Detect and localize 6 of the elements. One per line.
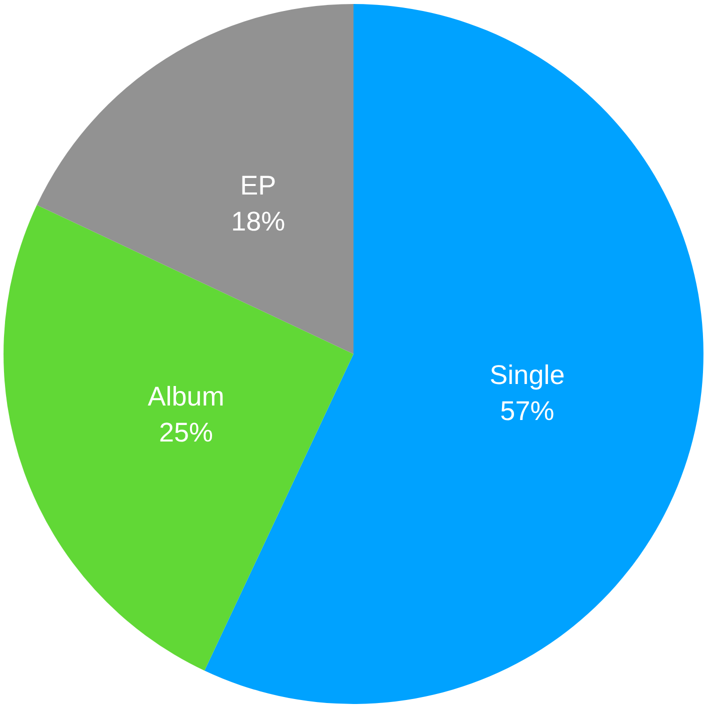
- slice-label: Single: [490, 360, 565, 390]
- data-label: 18%: [231, 206, 286, 237]
- data-label: 57%: [500, 396, 554, 426]
- slice-label: Album: [148, 381, 224, 412]
- slice-label: EP: [240, 170, 276, 201]
- data-label: 25%: [159, 417, 214, 448]
